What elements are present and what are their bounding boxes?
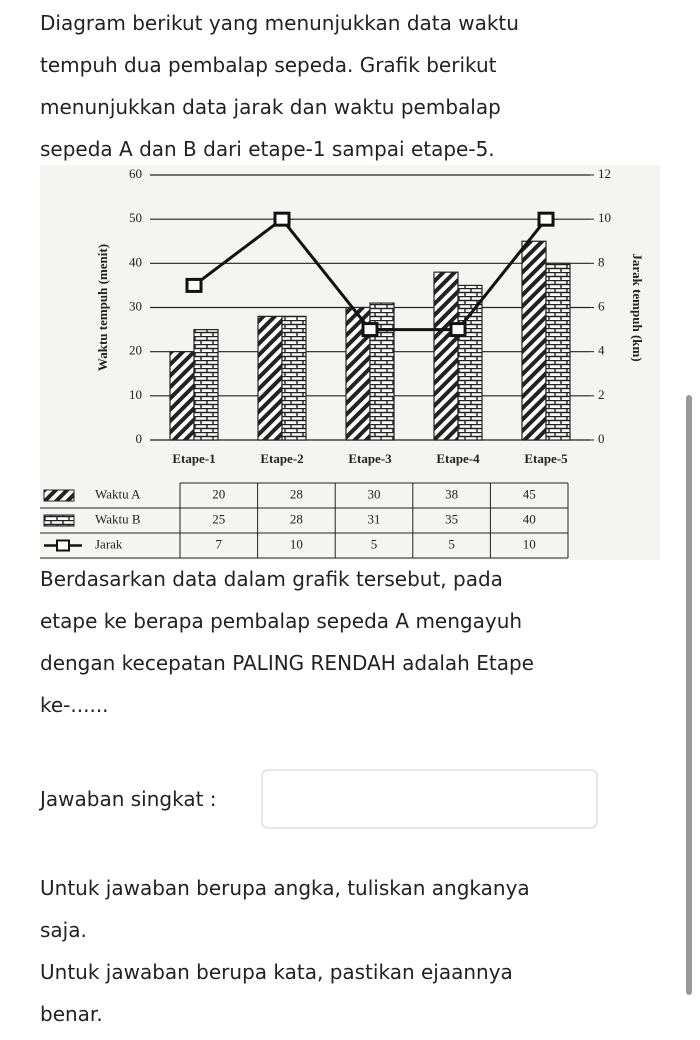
y-tick-label: 30	[129, 298, 142, 313]
y2-tick-label: 4	[598, 343, 605, 358]
table-cell: 25	[212, 511, 225, 526]
point	[273, 211, 291, 227]
table-cell: 31	[368, 511, 381, 526]
scrollbar[interactable]	[686, 395, 692, 995]
y2-tick-label: 10	[598, 210, 611, 225]
x-tick-label: Etape-4	[436, 451, 480, 466]
table-cell: 7	[216, 536, 223, 551]
y2-tick-label: 12	[598, 166, 611, 181]
point	[361, 322, 379, 338]
bar	[521, 240, 547, 441]
bar	[193, 328, 219, 441]
y2-axis-label: Jarak tempuh (km)	[630, 253, 645, 361]
answer-input[interactable]	[261, 769, 598, 829]
table-cell: 10	[523, 536, 536, 551]
bar	[433, 271, 459, 441]
question-line: etape ke berapa pembalap sepeda A mengay…	[40, 609, 522, 633]
y2-tick-label: 0	[598, 431, 605, 446]
y-axis-label: Waktu tempuh (menit)	[95, 244, 110, 371]
legend-label: Jarak	[95, 536, 123, 551]
table-cell: 35	[445, 511, 458, 526]
bar	[281, 315, 307, 441]
y-tick-label: 50	[129, 210, 142, 225]
intro-line: menunjukkan data jarak dan waktu pembala…	[40, 95, 501, 119]
y2-tick-label: 8	[598, 254, 605, 269]
answer-label: Jawaban singkat :	[38, 787, 217, 811]
table-cell: 10	[290, 536, 303, 551]
x-tick-label: Etape-3	[348, 451, 392, 466]
table-cell: 38	[445, 486, 458, 501]
legend-swatch	[43, 489, 75, 502]
point	[185, 277, 203, 293]
x-tick-label: Etape-5	[524, 451, 568, 466]
notes-line: saja.	[40, 918, 87, 942]
table-cell: 5	[371, 536, 378, 551]
table-cell: 28	[290, 486, 303, 501]
legend-label: Waktu B	[95, 511, 141, 526]
y-tick-label: 60	[129, 166, 142, 181]
y-tick-label: 10	[129, 387, 142, 402]
table-cell: 20	[212, 486, 225, 501]
y2-tick-label: 2	[598, 387, 605, 402]
question-line: Berdasarkan data dalam grafik tersebut, …	[40, 567, 503, 591]
intro-line: Diagram berikut yang menunjukkan data wa…	[40, 11, 519, 35]
point	[537, 211, 555, 227]
question-line: dengan kecepatan PALING RENDAH adalah Et…	[40, 651, 534, 675]
y-tick-label: 20	[129, 343, 142, 358]
y2-tick-label: 6	[598, 298, 605, 313]
legend-swatch	[56, 539, 70, 552]
bar	[545, 262, 571, 441]
legend-swatch	[43, 514, 75, 527]
table-cell: 45	[523, 486, 536, 501]
x-tick-label: Etape-1	[172, 451, 215, 466]
legend-label: Waktu A	[95, 486, 141, 501]
table-cell: 30	[368, 486, 381, 501]
point	[449, 322, 467, 338]
notes-line: benar.	[40, 1002, 103, 1026]
table-cell: 5	[448, 536, 455, 551]
y-tick-label: 40	[129, 254, 142, 269]
chart: 0 10 20 30 40 50 60 0 2 4 6 8 10 12 Waktu tempuh (meni…	[40, 166, 645, 559]
notes-line: Untuk jawaban berupa kata, pastikan ejaa…	[40, 960, 513, 984]
bar	[457, 284, 483, 441]
intro-line: tempuh dua pembalap sepeda. Grafik berik…	[40, 53, 497, 77]
x-tick-label: Etape-2	[260, 451, 303, 466]
intro-line: sepeda A dan B dari etape-1 sampai etape…	[40, 137, 495, 161]
bar	[257, 315, 283, 441]
bar	[169, 351, 195, 441]
question-line: ke-......	[40, 693, 109, 717]
notes-line: Untuk jawaban berupa angka, tuliskan ang…	[40, 876, 530, 900]
y-tick-label: 0	[136, 431, 143, 446]
table-cell: 40	[523, 511, 536, 526]
table-cell: 28	[290, 511, 303, 526]
